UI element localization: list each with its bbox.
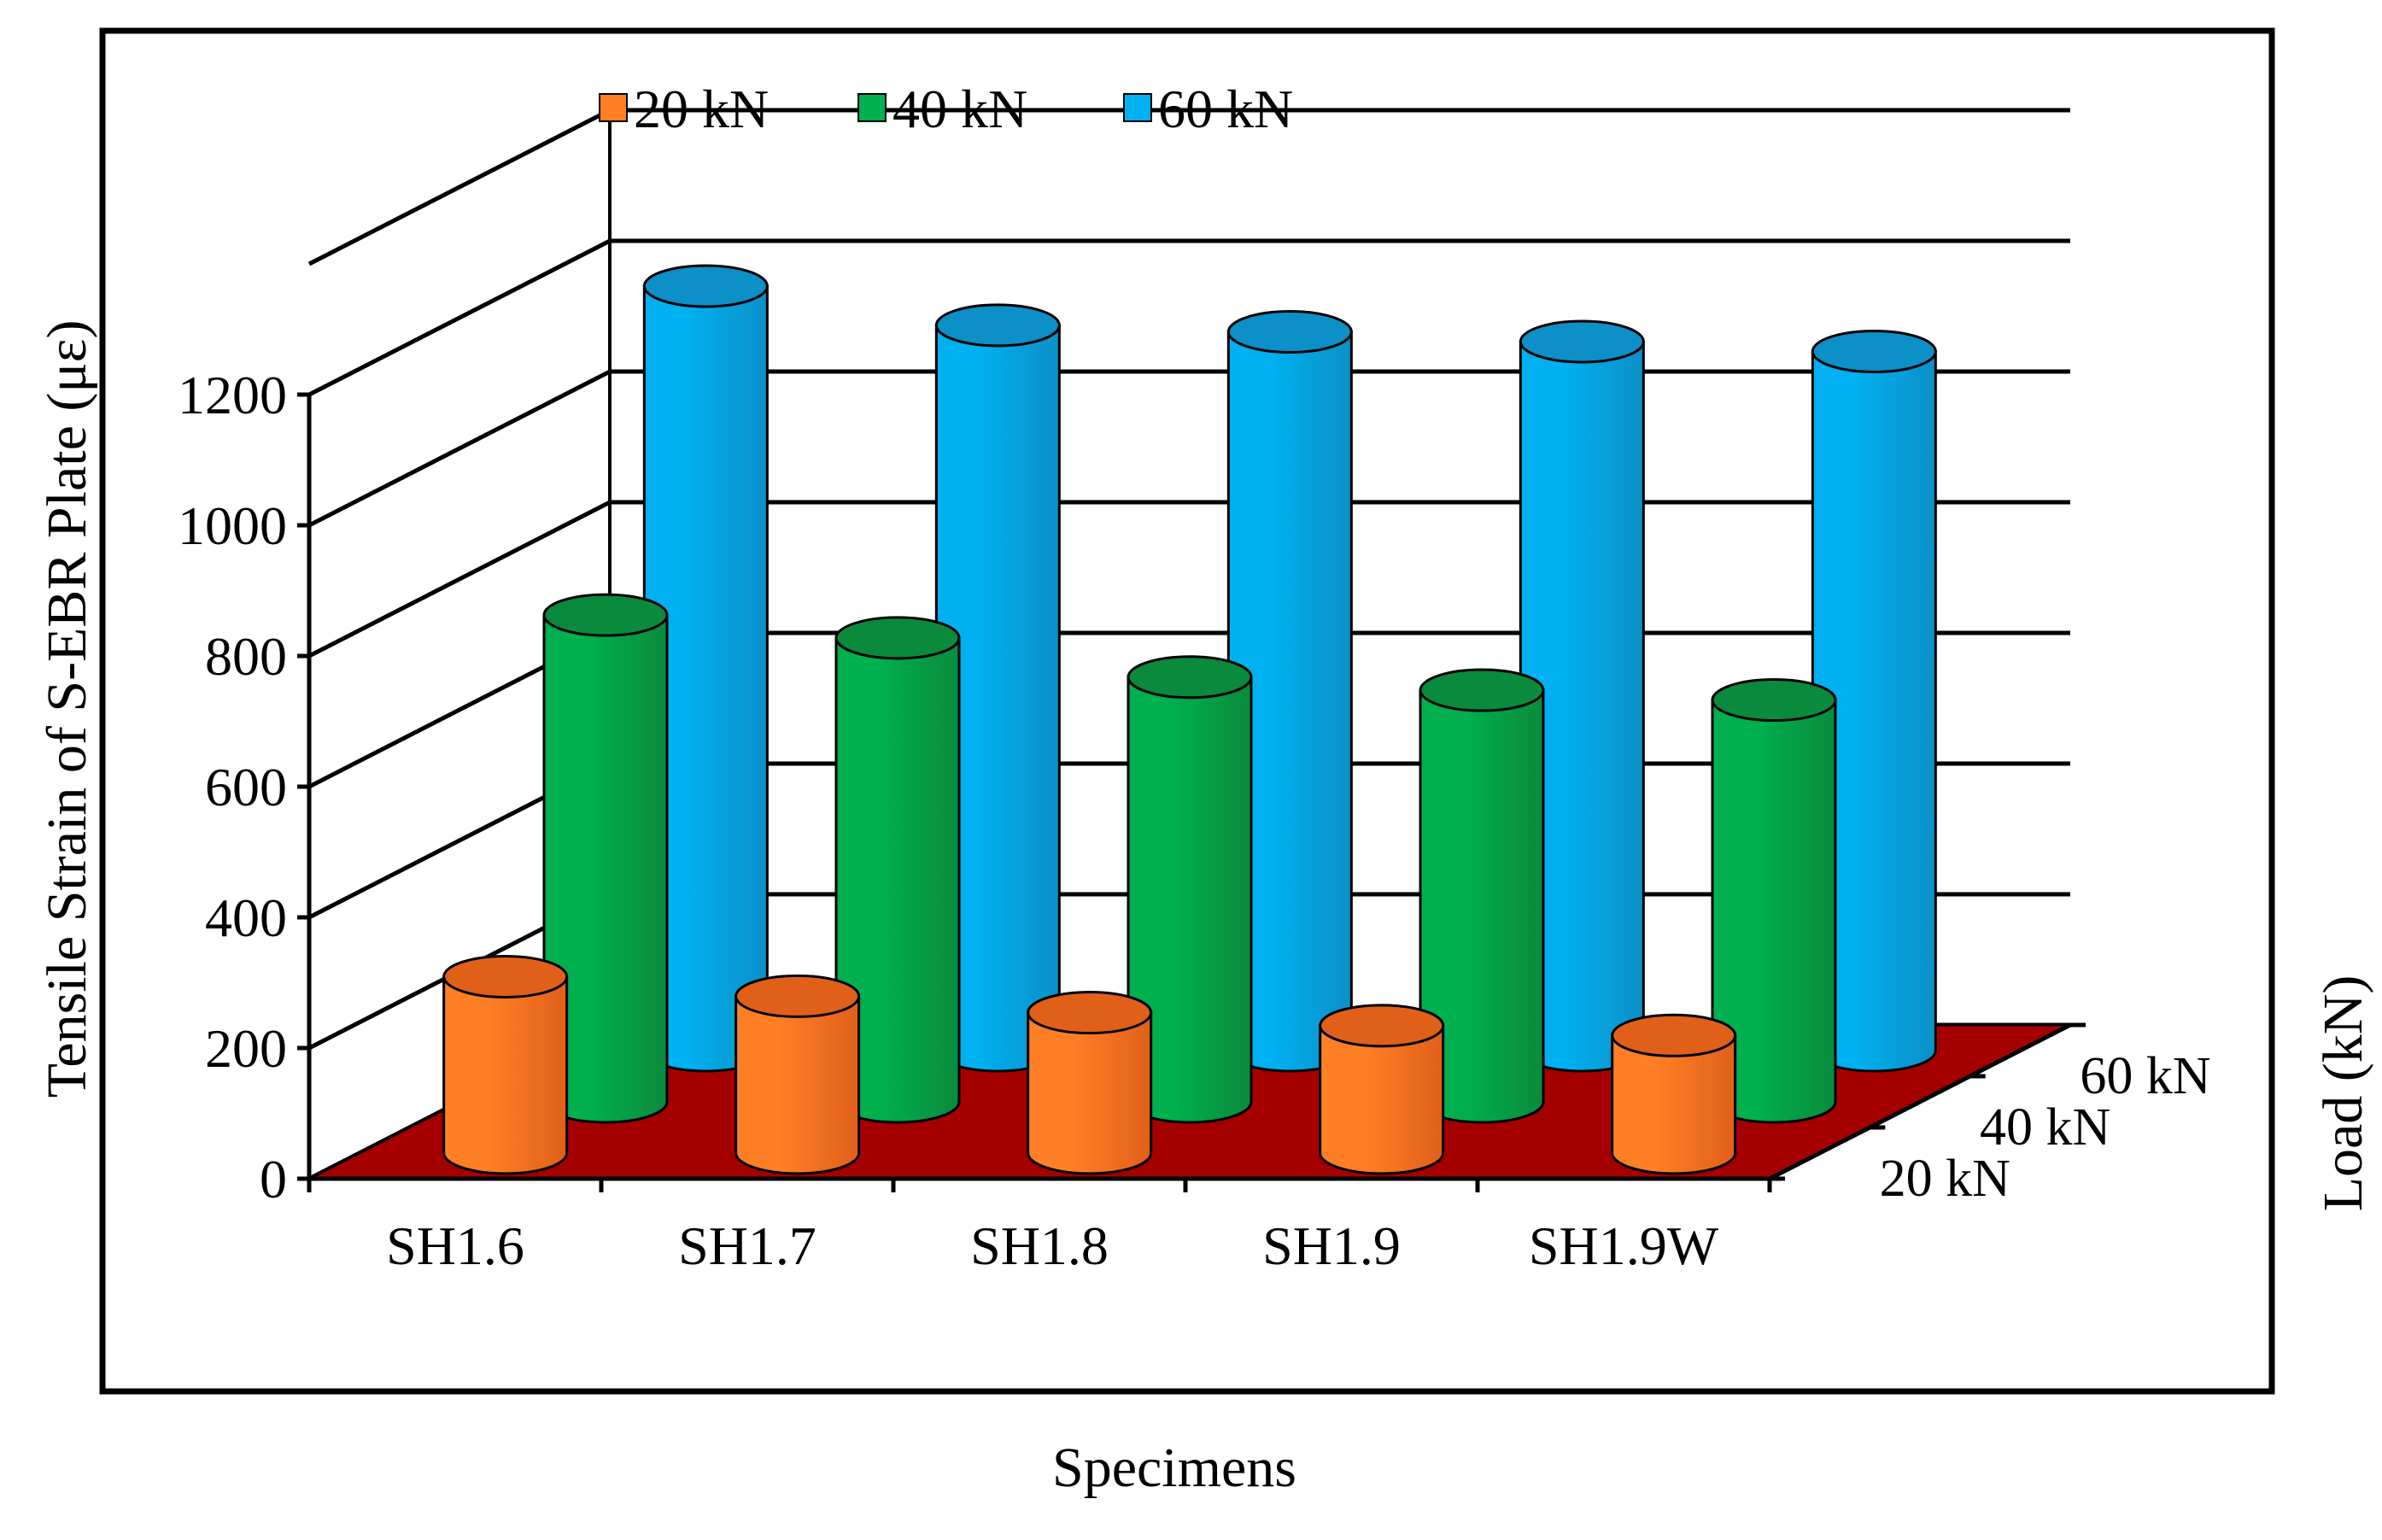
- legend-swatch-40kn: [857, 93, 887, 122]
- legend-label-60kn: 60 kN: [1158, 79, 1293, 139]
- depth-tick-label: 60 kN: [2080, 1047, 2210, 1105]
- bar-60kn-sh1.8: [1226, 310, 1353, 1073]
- y-tick-label: 200: [205, 1018, 287, 1079]
- x-tick-label: SH1.7: [678, 1215, 816, 1276]
- depth-axis-line: [1768, 1022, 2072, 1181]
- cylinder-body: [442, 975, 569, 1175]
- cylinder-top: [1027, 991, 1153, 1035]
- bar-20kn-sh1.7: [734, 974, 861, 1175]
- cylinder-top: [1519, 319, 1645, 364]
- bar-60kn-sh1.6: [642, 264, 769, 1073]
- legend-swatch-20kn: [599, 93, 628, 122]
- bar-20kn-sh1.8: [1027, 991, 1153, 1175]
- cylinder-top: [834, 616, 961, 660]
- bar-20kn-sh1.9w: [1611, 1013, 1737, 1175]
- x-tick-label: SH1.8: [970, 1215, 1109, 1276]
- legend-swatch-60kn: [1123, 93, 1152, 122]
- y-axis-title: Tensile Strain of S-EBR Plate (με): [36, 320, 98, 1098]
- cylinder-top: [1811, 329, 1937, 373]
- y-tick-label: 0: [260, 1149, 287, 1209]
- bars-layer: [442, 264, 1937, 1175]
- x-tick-label: SH1.6: [386, 1215, 524, 1276]
- bar-40kn-sh1.7: [834, 616, 961, 1124]
- bar-20kn-sh1.9: [1319, 1004, 1445, 1175]
- legend: 20 kN 40 kN 60 kN: [599, 79, 1293, 139]
- y-tick-label: 400: [205, 887, 287, 948]
- axes-layer: 0 200 400 600 800 1000 1200 SH1.6 SH1.7 SH1.8 SH1.…: [178, 365, 2211, 1276]
- cylinder-top: [734, 974, 861, 1018]
- bar-40kn-sh1.6: [542, 593, 669, 1124]
- cylinder-top: [1127, 655, 1253, 700]
- y-tick-label: 1200: [178, 365, 287, 425]
- y-tick-label: 600: [205, 757, 287, 817]
- legend-label-20kn: 20 kN: [634, 79, 769, 139]
- cylinder-top: [1419, 668, 1545, 712]
- y-tick-label: 800: [205, 626, 287, 687]
- depth-tick-label: 40 kN: [1980, 1098, 2110, 1156]
- cylinder-top: [542, 593, 669, 637]
- x-axis-title: Specimens: [1052, 1437, 1296, 1499]
- cylinder-top: [1611, 1013, 1737, 1057]
- x-tick-label: SH1.9: [1262, 1215, 1401, 1276]
- legend-label-40kn: 40 kN: [893, 79, 1027, 139]
- cylinder-body: [734, 994, 861, 1175]
- z-axis-title: Load (kN): [2312, 975, 2374, 1212]
- cylinder-top: [642, 264, 769, 308]
- cylinder-top: [1711, 678, 1837, 723]
- y-tick-label: 1000: [178, 495, 287, 556]
- cylinder-top: [1226, 310, 1353, 354]
- bar-60kn-sh1.9w: [1811, 329, 1937, 1073]
- cylinder-body: [1611, 1033, 1737, 1175]
- cylinder-top: [934, 303, 1061, 348]
- cylinder-body: [1319, 1024, 1445, 1175]
- bar-40kn-sh1.8: [1127, 655, 1253, 1124]
- cylinder-top: [442, 954, 569, 998]
- x-tick-label: SH1.9W: [1529, 1215, 1719, 1276]
- cylinder-body: [1027, 1011, 1153, 1175]
- bar-20kn-sh1.6: [442, 954, 569, 1175]
- cylinder-top: [1319, 1004, 1445, 1048]
- depth-tick-label: 20 kN: [1880, 1150, 2010, 1208]
